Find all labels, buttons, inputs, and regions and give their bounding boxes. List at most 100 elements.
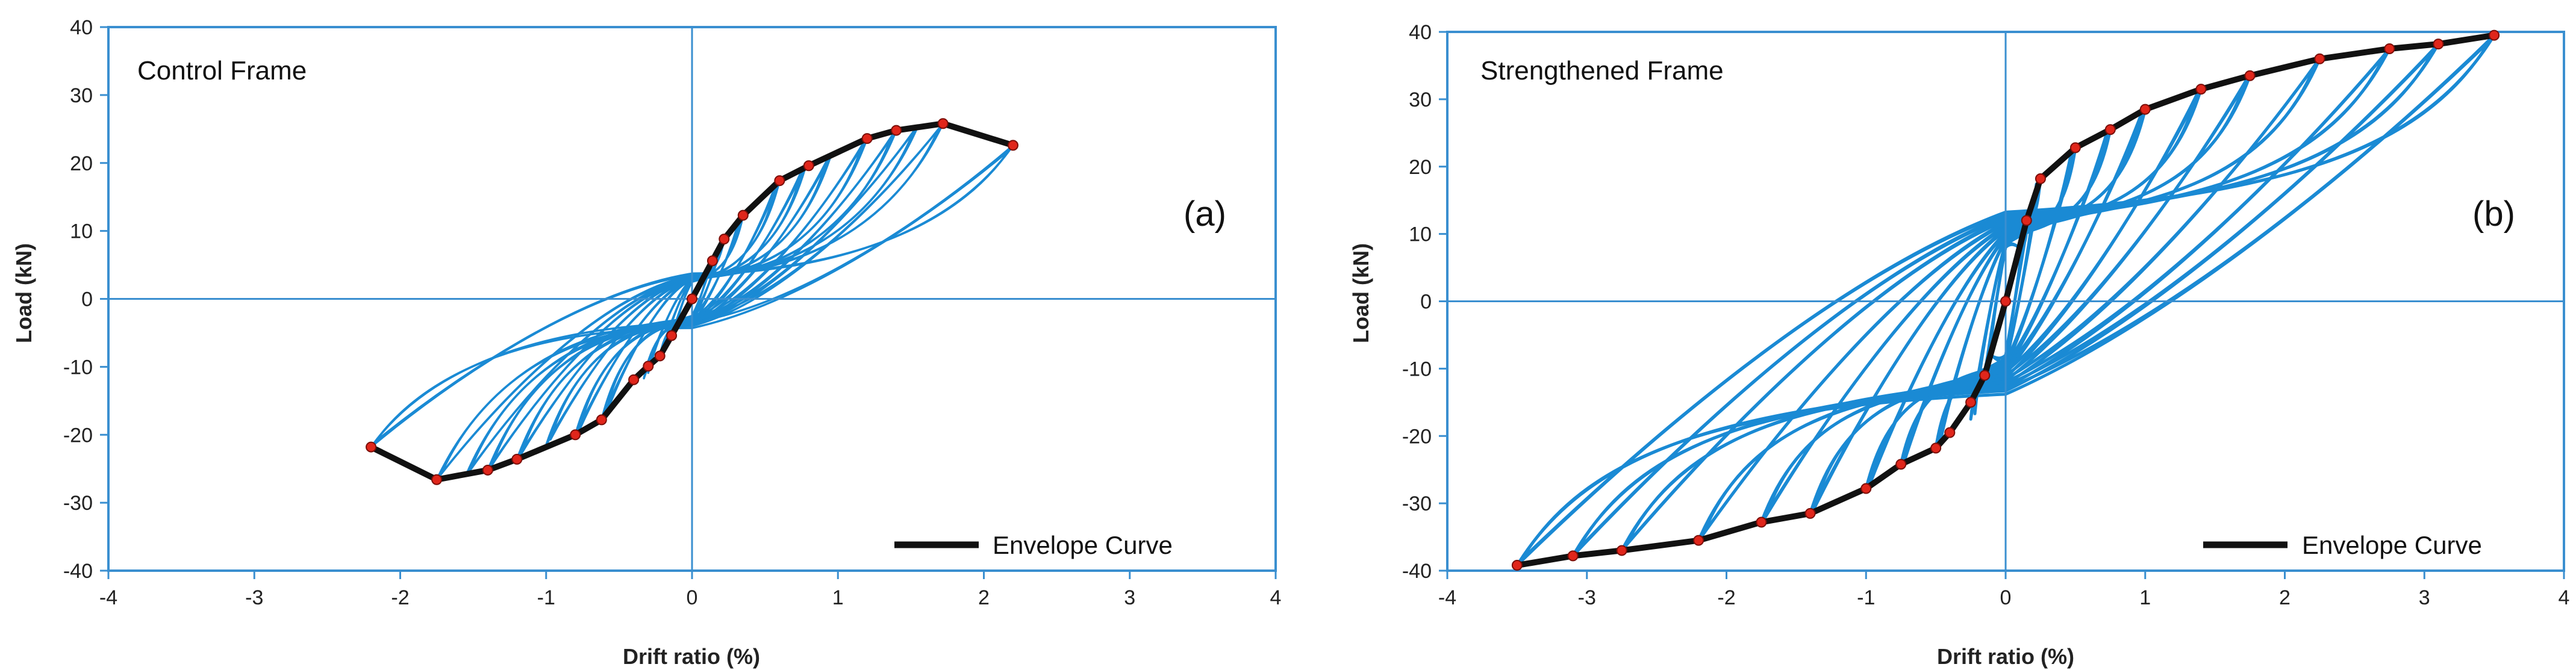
- x-axis-label: Drift ratio (%): [1937, 644, 2074, 669]
- envelope-point: [2314, 53, 2325, 64]
- envelope-point: [803, 160, 814, 172]
- envelope-point: [891, 125, 902, 136]
- y-tick-label: -20: [63, 424, 93, 447]
- envelope-point: [2384, 43, 2395, 54]
- y-tick-label: 0: [1420, 291, 1432, 314]
- x-tick-label: 4: [2559, 586, 2570, 609]
- y-tick-label: -30: [1402, 492, 1432, 515]
- envelope-point: [1895, 459, 1907, 470]
- envelope-point: [2195, 84, 2207, 95]
- x-tick-label: -1: [1857, 586, 1875, 609]
- y-tick-label: 20: [1409, 156, 1432, 179]
- envelope-point: [719, 234, 730, 245]
- envelope-point: [511, 453, 523, 465]
- envelope-point: [2021, 215, 2032, 226]
- legend: Envelope Curve: [894, 531, 1173, 559]
- envelope-point: [2000, 296, 2011, 307]
- x-tick-label: -2: [1717, 586, 1735, 609]
- x-tick-label: 2: [978, 586, 990, 609]
- envelope-point: [2244, 70, 2256, 81]
- envelope-point: [1616, 545, 1627, 556]
- envelope-point: [1860, 483, 1872, 494]
- envelope-point: [774, 175, 785, 187]
- envelope-curve: [1511, 29, 2500, 571]
- x-axis-label: Drift ratio (%): [623, 644, 760, 669]
- envelope-point: [1756, 516, 1767, 528]
- envelope-point: [1930, 442, 1942, 454]
- envelope-point: [482, 464, 493, 476]
- y-tick-label: 10: [1409, 223, 1432, 246]
- envelope-point: [1007, 140, 1018, 151]
- envelope-point: [1511, 560, 1523, 571]
- x-tick-label: 1: [2139, 586, 2151, 609]
- x-tick-label: -2: [391, 586, 409, 609]
- envelope-point: [2489, 29, 2500, 41]
- panel-label: (b): [2472, 194, 2515, 234]
- envelope-point: [1979, 370, 1991, 381]
- envelope-point: [1944, 427, 1956, 438]
- y-tick-label: -40: [1402, 560, 1432, 583]
- y-tick-label: 30: [1409, 88, 1432, 111]
- y-tick-label: 20: [70, 152, 93, 175]
- envelope-line: [1517, 32, 2495, 569]
- envelope-point: [737, 209, 749, 221]
- x-tick-label: 3: [1124, 586, 1135, 609]
- chart-title: Control Frame: [137, 56, 307, 85]
- envelope-point: [570, 429, 581, 441]
- x-tick-label: -1: [537, 586, 555, 609]
- y-axis-label: Load (kN): [11, 243, 36, 343]
- envelope-point: [706, 255, 718, 267]
- y-tick-label: 40: [70, 16, 93, 39]
- envelope-point: [643, 361, 654, 372]
- envelope-point: [2139, 104, 2151, 115]
- envelope-line: [369, 120, 1014, 483]
- envelope-point: [2433, 39, 2444, 50]
- envelope-point: [2069, 142, 2081, 154]
- envelope-point: [366, 441, 377, 453]
- envelope-point: [687, 293, 697, 305]
- legend-label: Envelope Curve: [993, 531, 1173, 559]
- envelope-point: [1965, 397, 1977, 408]
- y-tick-label: -10: [63, 356, 93, 379]
- envelope-point: [654, 350, 666, 362]
- envelope-point: [628, 374, 640, 385]
- envelope-point: [666, 330, 678, 341]
- envelope-point: [431, 474, 443, 485]
- y-tick-label: -40: [63, 560, 93, 583]
- y-tick-label: 0: [81, 288, 93, 311]
- x-tick-label: 0: [2000, 586, 2012, 609]
- y-tick-label: 30: [70, 84, 93, 107]
- y-tick-label: 40: [1409, 21, 1432, 44]
- envelope-point: [937, 118, 949, 129]
- x-tick-label: -3: [245, 586, 263, 609]
- y-tick-label: -30: [63, 492, 93, 515]
- x-tick-label: 2: [2279, 586, 2291, 609]
- x-tick-label: -3: [1578, 586, 1596, 609]
- envelope-point: [2035, 173, 2046, 184]
- envelope-point: [1804, 507, 1816, 519]
- x-tick-label: 3: [2419, 586, 2430, 609]
- envelope-point: [2104, 124, 2116, 135]
- x-tick-label: 1: [832, 586, 844, 609]
- envelope-point: [861, 133, 873, 144]
- envelope-point: [1693, 535, 1704, 546]
- envelope-curve: [366, 118, 1018, 485]
- panel-label: (a): [1184, 194, 1226, 234]
- y-tick-label: -10: [1402, 358, 1432, 380]
- legend: Envelope Curve: [2203, 531, 2482, 559]
- y-tick-label: -20: [1402, 425, 1432, 448]
- x-tick-label: 4: [1270, 586, 1282, 609]
- y-tick-label: 10: [70, 220, 93, 243]
- chart-title: Strengthened Frame: [1480, 56, 1724, 85]
- y-axis-label: Load (kN): [1349, 243, 1373, 343]
- x-tick-label: -4: [1438, 586, 1456, 609]
- legend-label: Envelope Curve: [2302, 531, 2482, 559]
- envelope-point: [1567, 550, 1579, 562]
- envelope-point: [596, 414, 607, 426]
- x-tick-label: -4: [99, 586, 117, 609]
